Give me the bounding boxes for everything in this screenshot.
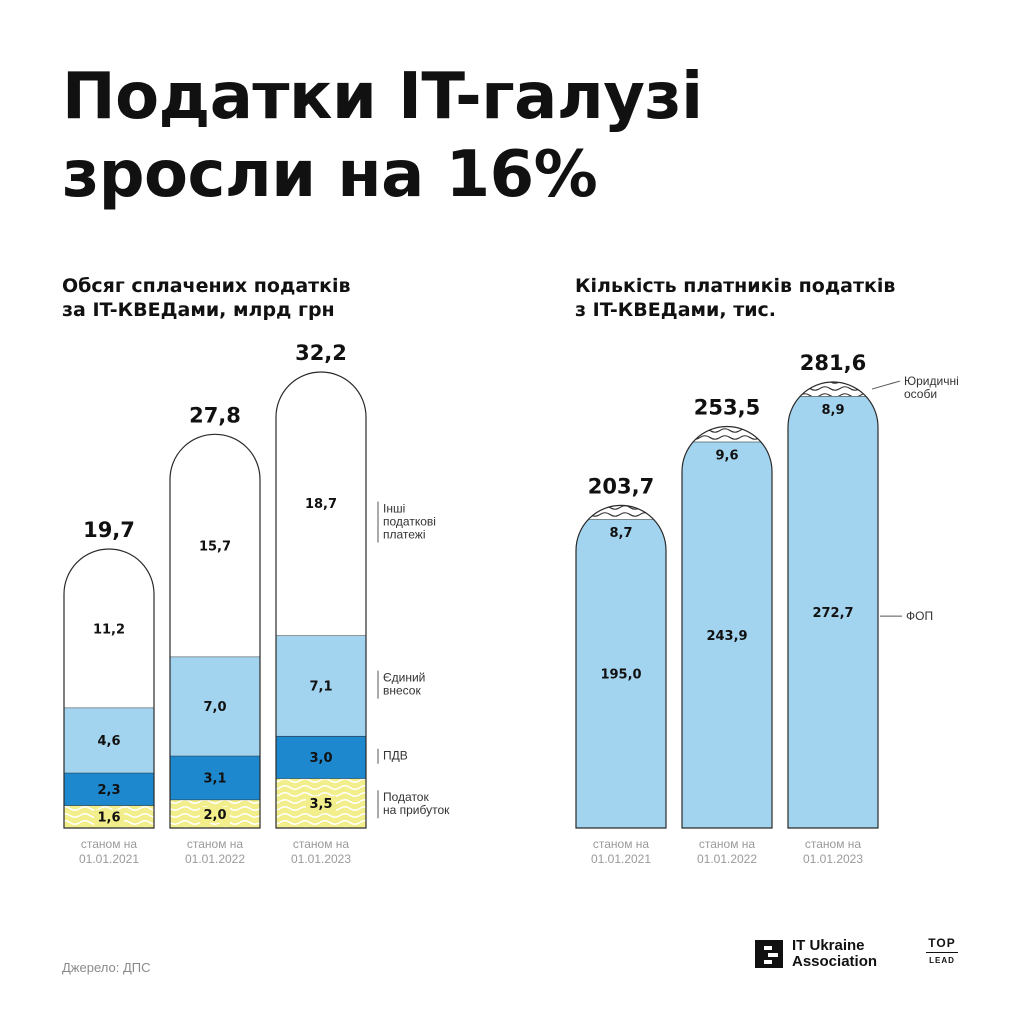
category-label: 01.01.2021 bbox=[79, 852, 139, 866]
segment-пдв-1 bbox=[64, 772, 154, 806]
value-label: 9,6 bbox=[715, 449, 738, 464]
segment-фоп-1 bbox=[576, 519, 666, 828]
category-label: станом на bbox=[187, 837, 244, 851]
it-ukraine-logo-text: IT Ukraine Association bbox=[792, 938, 877, 970]
logo-line-1: IT Ukraine bbox=[792, 937, 865, 954]
value-label: 3,1 bbox=[203, 772, 226, 787]
category-label: 01.01.2023 bbox=[291, 852, 351, 866]
value-label: 11,2 bbox=[93, 622, 125, 637]
category-label: станом на bbox=[805, 837, 862, 851]
bar-3 bbox=[788, 382, 878, 828]
legend-label: податкові bbox=[383, 514, 436, 528]
bar-outline bbox=[681, 425, 773, 829]
segment-фоп-3 bbox=[788, 396, 878, 828]
value-label: 3,5 bbox=[309, 797, 332, 812]
legend-label: внесок bbox=[383, 684, 421, 698]
value-label: 7,0 bbox=[203, 700, 226, 715]
legend-label: на прибуток bbox=[383, 803, 450, 817]
right-chart-title: Кількість платників податків з IT-КВЕДам… bbox=[575, 274, 895, 322]
value-label: 2,3 bbox=[97, 783, 120, 798]
category-label: 01.01.2023 bbox=[803, 852, 863, 866]
total-label: 253,5 bbox=[694, 396, 760, 420]
value-label: 2,0 bbox=[203, 808, 226, 823]
source-note: Джерело: ДПС bbox=[62, 960, 151, 975]
value-label: 18,7 bbox=[305, 497, 337, 512]
segment-пдв-2 bbox=[170, 755, 260, 800]
right-chart-title-line-2: з IT-КВЕДами, тис. bbox=[575, 299, 776, 321]
top-lead-logo-line-1: TOP bbox=[926, 936, 958, 953]
bar-outline bbox=[575, 504, 667, 829]
it-ukraine-logo: IT Ukraine Association bbox=[755, 938, 877, 970]
segment-інші-податкові-платежі-2 bbox=[170, 434, 260, 657]
segment-інші-податкові-платежі-1 bbox=[64, 549, 154, 708]
legend-label: Юридичні bbox=[904, 374, 959, 388]
left-chart-title-line-1: Обсяг сплачених податків bbox=[62, 275, 351, 297]
category-label: станом на bbox=[293, 837, 350, 851]
logo-line-2: Association bbox=[792, 953, 878, 970]
category-label: 01.01.2022 bbox=[697, 852, 757, 866]
total-label: 281,6 bbox=[800, 351, 866, 375]
segment-інші-податкові-платежі-3 bbox=[276, 372, 366, 636]
legend-label: платежі bbox=[383, 527, 426, 541]
value-label: 15,7 bbox=[199, 539, 231, 554]
category-label: станом на bbox=[593, 837, 650, 851]
value-label: 195,0 bbox=[600, 668, 641, 683]
bar-outline bbox=[275, 371, 367, 829]
bar-2 bbox=[682, 426, 772, 828]
segment-пдв-3 bbox=[276, 735, 366, 779]
segment-фоп-2 bbox=[682, 441, 772, 828]
page-title-line-2: зросли на 16% bbox=[62, 138, 598, 212]
legend-label: ФОП bbox=[906, 609, 933, 623]
legend-label: ПДВ bbox=[383, 749, 408, 763]
left-chart-title-line-2: за IT-КВЕДами, млрд грн bbox=[62, 299, 335, 321]
value-label: 272,7 bbox=[812, 606, 853, 621]
value-label: 243,9 bbox=[706, 629, 747, 644]
value-label: 7,1 bbox=[309, 680, 332, 695]
total-label: 19,7 bbox=[83, 518, 135, 542]
top-lead-logo: TOP LEAD bbox=[926, 936, 958, 965]
top-lead-logo-line-2: LEAD bbox=[929, 956, 955, 965]
legend-label: Податок bbox=[383, 790, 429, 804]
category-label: станом на bbox=[699, 837, 756, 851]
bar-outline bbox=[63, 548, 155, 829]
bar-2 bbox=[170, 434, 260, 828]
segment-єдиний-внесок-3 bbox=[276, 635, 366, 736]
total-label: 203,7 bbox=[588, 474, 654, 498]
total-label: 27,8 bbox=[189, 403, 241, 427]
it-ukraine-logo-icon bbox=[755, 940, 783, 968]
page-title-line-1: Податки IT-галузі bbox=[62, 60, 703, 134]
segment-юридичні-особи-1 bbox=[576, 505, 666, 520]
value-label: 4,6 bbox=[97, 734, 120, 749]
value-label: 8,9 bbox=[821, 403, 844, 418]
value-label: 3,0 bbox=[309, 751, 332, 766]
bar-1 bbox=[64, 549, 154, 828]
value-label: 8,7 bbox=[609, 526, 632, 541]
legend-label: особи bbox=[904, 387, 937, 401]
legend-leader bbox=[871, 380, 901, 390]
bar-outline bbox=[787, 381, 879, 829]
legend-label: Єдиний bbox=[383, 671, 425, 685]
left-chart-title: Обсяг сплачених податків за IT-КВЕДами, … bbox=[62, 274, 351, 322]
total-label: 32,2 bbox=[295, 341, 347, 365]
category-label: 01.01.2022 bbox=[185, 852, 245, 866]
segment-єдиний-внесок-1 bbox=[64, 707, 154, 773]
segment-юридичні-особи-3 bbox=[788, 382, 878, 397]
right-chart-title-line-1: Кількість платників податків bbox=[575, 275, 896, 297]
bar-3 bbox=[276, 372, 366, 828]
segment-єдиний-внесок-2 bbox=[170, 656, 260, 756]
value-label: 1,6 bbox=[97, 811, 120, 826]
page-title: Податки IT-галузі зросли на 16% bbox=[62, 58, 703, 214]
bar-outline bbox=[169, 433, 261, 829]
category-label: 01.01.2021 bbox=[591, 852, 651, 866]
legend-label: Інші bbox=[383, 501, 405, 515]
category-label: станом на bbox=[81, 837, 138, 851]
